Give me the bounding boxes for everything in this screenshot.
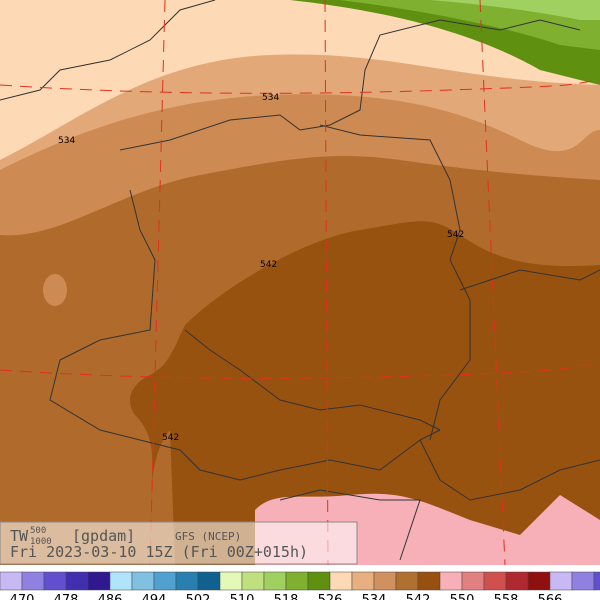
colorbar-swatch [483,571,507,591]
colorbar-swatch [439,571,463,591]
contour-label: 542 [162,433,179,443]
colorbar-label: 526 [318,593,343,600]
contour-label: 534 [58,136,75,146]
colorbar-label: 534 [362,593,387,600]
info-units: [gpdam] [72,527,135,545]
contour-label: 542 [447,230,464,240]
colorbar-swatch [571,571,595,591]
colorbar-label: 518 [274,593,299,600]
colorbar-swatch [43,571,67,591]
colorbar-swatch [329,571,353,591]
colorbar-swatch [21,571,45,591]
info-time: Fri 2023-03-10 15Z (Fri 00Z+015h) [10,543,308,561]
colorbar-swatch [0,571,23,591]
colorbar-swatch [87,571,111,591]
colorbar-swatch [241,571,265,591]
colorbar-label: 470 [10,593,35,600]
contour-label: 534 [262,93,279,103]
colorbar-label: 478 [54,593,79,600]
colorbar-swatch [285,571,309,591]
colorbar-swatch [65,571,89,591]
colorbar-label: 558 [494,593,519,600]
colorbar-swatch [527,571,551,591]
colorbar-swatch [395,571,419,591]
colorbar-swatch [131,571,155,591]
colorbar: 470 478 486 494 502 510 518 526 534 542 550 558 566 [0,565,600,600]
info-box: TW 500 1000 [gpdam] GFS (NCEP) Fri 2023-… [0,521,358,565]
colorbar-swatch [263,571,287,591]
contour-label: 542 [260,260,277,270]
colorbar-swatch [109,571,133,591]
colorbar-swatch [175,571,199,591]
colorbar-swatch [153,571,177,591]
colorbar-swatch [461,571,485,591]
colorbar-label: 502 [186,593,211,600]
colorbar-swatch [417,571,441,591]
colorbar-label: 542 [406,593,431,600]
colorbar-swatch [219,571,243,591]
colorbar-swatch [307,571,331,591]
colorbar-swatch [593,571,600,591]
colorbar-label: 550 [450,593,475,600]
colorbar-swatch [373,571,397,591]
colorbar-label: 486 [98,593,123,600]
colorbar-swatch [351,571,375,591]
colorbar-swatch [505,571,529,591]
colorbar-label: 494 [142,593,167,600]
colorbar-swatch [549,571,573,591]
map: 534 534 542 542 542 [0,0,600,566]
info-sub: 1000 [30,537,52,547]
colorbar-label: 566 [538,593,563,600]
info-sup: 500 [30,526,46,536]
info-title: TW [10,527,29,545]
colorbar-label: 510 [230,593,255,600]
colorbar-swatch [197,571,221,591]
info-model: GFS (NCEP) [175,530,241,543]
